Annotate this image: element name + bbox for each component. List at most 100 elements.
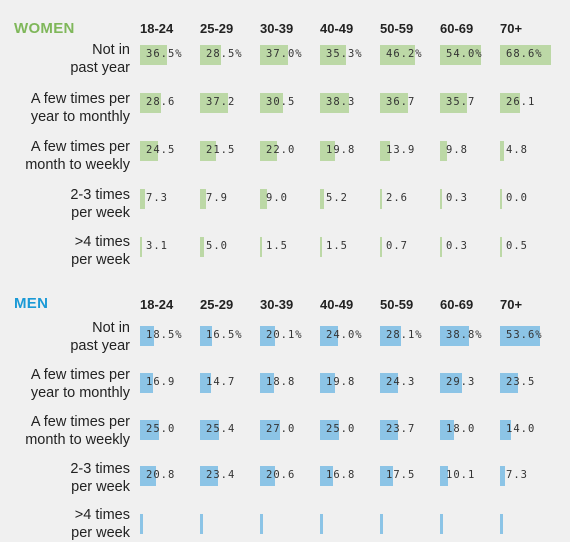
row-label-line: past year	[70, 338, 130, 354]
women-data-label: 19.8	[326, 144, 356, 156]
row-label-line: Not in	[92, 42, 130, 58]
women-data-label: 38.3	[326, 96, 356, 108]
women-column-header: 40-49	[320, 21, 354, 36]
men-data-label: 18.0	[446, 423, 476, 435]
men-data-label: 25.0	[326, 423, 356, 435]
women-bar	[140, 45, 168, 65]
women-data-label: 9.0	[266, 192, 288, 204]
women-data-label: 30.5	[266, 96, 296, 108]
men-data-cell: 27.0	[260, 420, 320, 440]
men-bar	[440, 466, 448, 486]
women-data-cell: 7.3	[140, 189, 200, 209]
men-bar	[440, 420, 454, 440]
men-data-label: 38.8%	[446, 329, 483, 341]
men-data-cell: 23.7	[380, 420, 440, 440]
men-data-label: 20.1%	[266, 329, 303, 341]
men-data-cell	[320, 514, 380, 534]
men-data-label: 7.3	[506, 469, 528, 481]
men-data-cell: 19.8	[320, 373, 380, 393]
women-bar	[200, 237, 204, 257]
women-bar	[320, 189, 324, 209]
row-label-line: month to weekly	[25, 157, 130, 173]
row-label-line: Not in	[92, 320, 130, 336]
women-data-label: 28.6	[146, 96, 176, 108]
men-data-cell: 25.0	[320, 420, 380, 440]
men-bar	[380, 466, 394, 486]
men-data-cell: 23.5	[500, 373, 560, 393]
women-bar	[500, 45, 552, 65]
men-data-cell	[380, 514, 440, 534]
women-data-cell: 38.3	[320, 93, 380, 113]
row-label-line: year to monthly	[30, 385, 130, 401]
men-data-cell: 53.6%	[500, 326, 560, 346]
men-data-label: 16.9	[146, 376, 176, 388]
women-data-label: 36.5%	[146, 48, 183, 60]
men-bar	[140, 326, 154, 346]
women-bar	[440, 141, 448, 161]
men-bar	[380, 373, 399, 393]
women-data-cell: 21.5	[200, 141, 260, 161]
men-data-label: 20.6	[266, 469, 296, 481]
women-data-cell: 22.0	[260, 141, 320, 161]
women-bar	[440, 93, 467, 113]
row-label-line: 2-3 times	[70, 187, 130, 203]
women-data-cell: 9.8	[440, 141, 500, 161]
women-data-label: 54.0%	[446, 48, 483, 60]
women-bar	[260, 141, 277, 161]
women-data-label: 21.5	[206, 144, 236, 156]
men-bar	[320, 420, 339, 440]
men-bar	[380, 514, 383, 534]
women-data-label: 7.9	[206, 192, 228, 204]
men-data-cell: 20.6	[260, 466, 320, 486]
row-label-line: year to monthly	[30, 109, 130, 125]
men-row-label: A few times per month to weekly	[0, 413, 130, 449]
men-data-cell: 24.0%	[320, 326, 380, 346]
women-bar	[200, 189, 206, 209]
men-data-label: 23.7	[386, 423, 416, 435]
men-bar	[140, 514, 143, 534]
men-data-cell	[440, 514, 500, 534]
women-data-cell: 4.8	[500, 141, 560, 161]
women-bar	[260, 237, 262, 257]
women-data-label: 26.1	[506, 96, 536, 108]
row-label-line: >4 times	[74, 507, 130, 523]
men-row-label: >4 times per week	[0, 506, 130, 542]
women-data-label: 0.3	[446, 192, 468, 204]
men-bar	[500, 420, 511, 440]
row-label-line: past year	[70, 60, 130, 76]
women-data-label: 0.5	[506, 240, 528, 252]
women-data-label: 36.7	[386, 96, 416, 108]
men-data-cell: 14.0	[500, 420, 560, 440]
men-data-label: 18.8	[266, 376, 296, 388]
women-data-cell: 9.0	[260, 189, 320, 209]
men-data-cell: 14.7	[200, 373, 260, 393]
women-row-label: >4 times per week	[0, 233, 130, 269]
women-data-label: 22.0	[266, 144, 296, 156]
men-row-label: 2-3 times per week	[0, 460, 130, 496]
men-data-label: 23.5	[506, 376, 536, 388]
men-column-header: 60-69	[440, 297, 474, 312]
men-bar	[200, 420, 220, 440]
women-column-header: 50-59	[380, 21, 414, 36]
women-bar	[200, 141, 217, 161]
women-data-label: 7.3	[146, 192, 168, 204]
men-data-label: 16.5%	[206, 329, 243, 341]
men-row-label: Not in past year	[0, 319, 130, 355]
women-data-cell: 36.5%	[140, 45, 200, 65]
row-label-line: A few times per	[30, 91, 130, 107]
women-data-cell: 2.6	[380, 189, 440, 209]
men-bar	[440, 326, 470, 346]
women-bar	[500, 189, 502, 209]
women-bar	[140, 93, 162, 113]
women-data-label: 5.0	[206, 240, 228, 252]
women-data-label: 35.3%	[326, 48, 363, 60]
men-section-title: MEN	[14, 295, 49, 312]
men-bar	[440, 373, 462, 393]
men-data-cell: 18.0	[440, 420, 500, 440]
men-data-cell: 16.9	[140, 373, 200, 393]
men-bar	[200, 466, 218, 486]
women-data-cell: 30.5	[260, 93, 320, 113]
men-data-cell: 24.3	[380, 373, 440, 393]
women-bar	[260, 45, 288, 65]
men-data-cell: 20.1%	[260, 326, 320, 346]
